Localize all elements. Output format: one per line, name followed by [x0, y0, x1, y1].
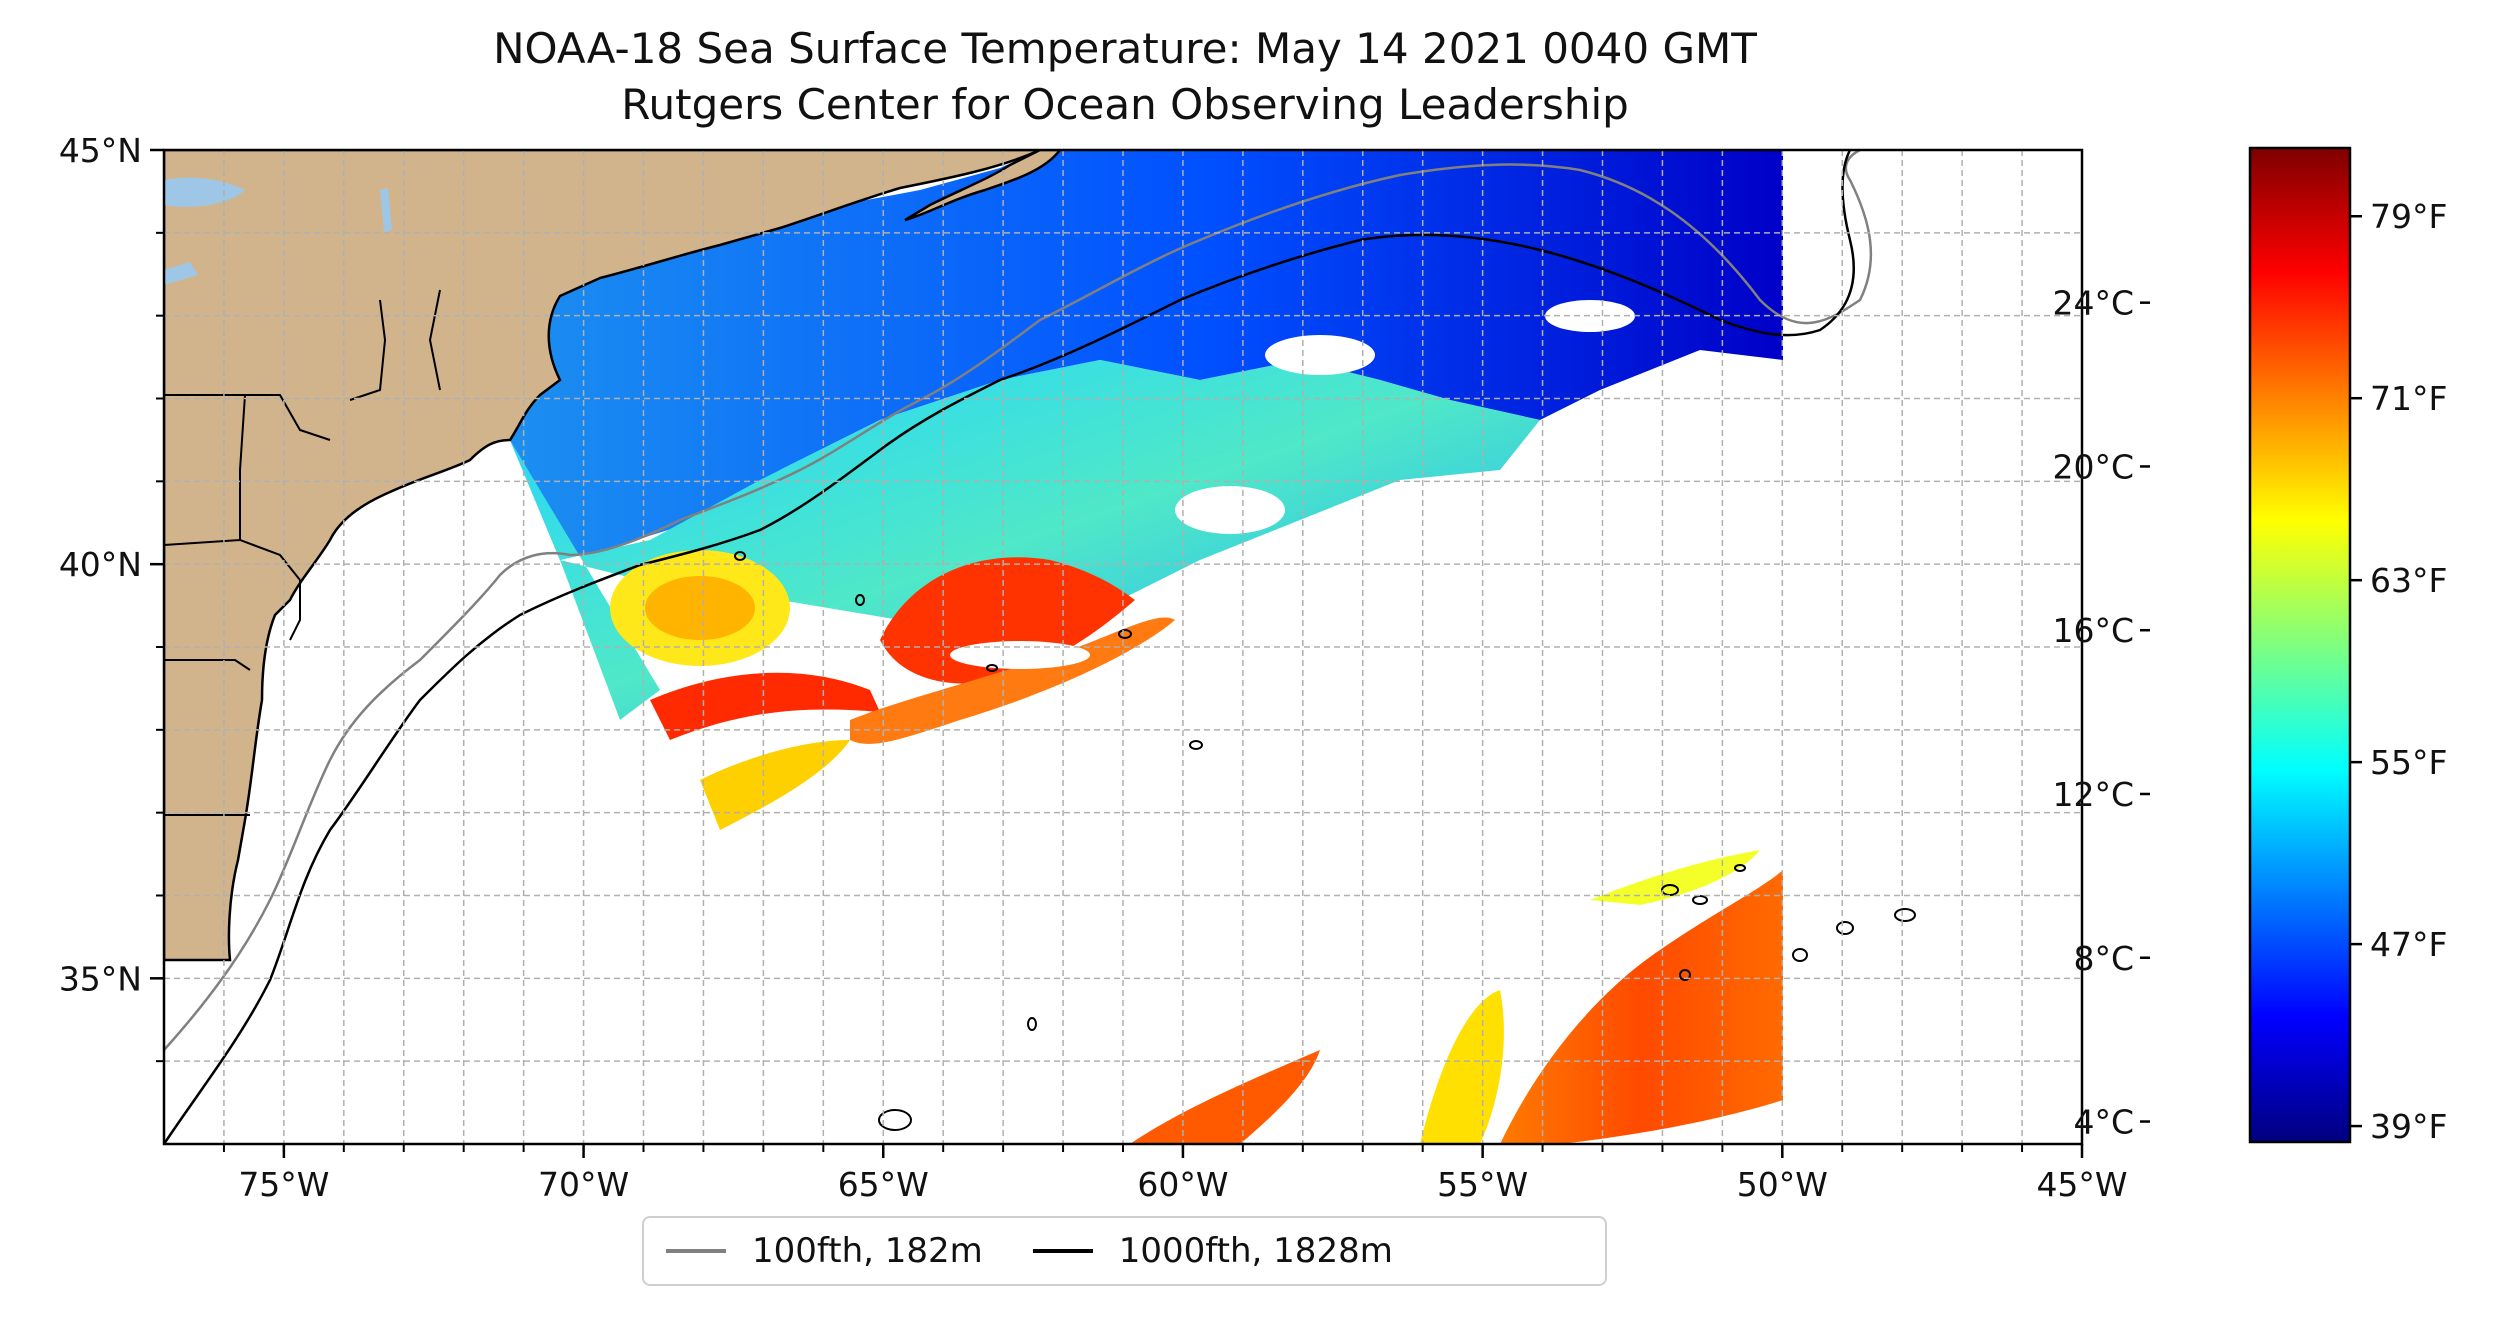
colorbar-f-label: 39°F — [2370, 1107, 2447, 1146]
lat-tick-label: 45°N — [59, 131, 142, 170]
cloud-gap — [1265, 335, 1375, 375]
lon-tick-label: 75°W — [238, 1165, 329, 1204]
colorbar-f-label: 79°F — [2370, 197, 2447, 236]
legend-swatch-1000fth — [1032, 1249, 1093, 1253]
colorbar-f-label: 47°F — [2370, 925, 2447, 964]
graticule — [164, 150, 2082, 1144]
lon-tick-label: 70°W — [538, 1165, 629, 1204]
lon-tick-label: 60°W — [1137, 1165, 1228, 1204]
cloud-gap — [950, 641, 1090, 669]
sst-gulf-stream-band — [650, 672, 880, 740]
colorbar-c-label: 4°C — [2073, 1103, 2134, 1142]
chart-subtitle: Rutgers Center for Ocean Observing Leade… — [621, 80, 1629, 129]
legend-label-1000fth: 1000fth, 1828m — [1118, 1231, 1393, 1271]
cloud-gap — [1175, 486, 1285, 534]
colorbar-c-label: 8°C — [2073, 939, 2134, 978]
isobath-legend: 100fth, 182m 1000fth, 1828m — [642, 1216, 1607, 1286]
sst-warm-south-mid — [1130, 1050, 1320, 1144]
state-borders — [164, 289, 441, 816]
sst-cold-shelf — [510, 150, 1783, 560]
chart-title: NOAA-18 Sea Surface Temperature: May 14 … — [493, 24, 1757, 73]
sst-warm-south-west — [700, 740, 850, 830]
sst-warm-southeast — [1500, 870, 1783, 1144]
axis-ticks: 75°W 70°W 65°W 60°W 55°W 50°W 45°W 45°N 40°N 35°N — [59, 131, 2128, 1204]
colorbar — [2248, 146, 2352, 1144]
legend-item-1000fth: 1000fth, 1828m — [1032, 1231, 1393, 1271]
lon-tick-label: 55°W — [1437, 1165, 1528, 1204]
legend-item-100fth: 100fth, 182m — [666, 1231, 983, 1271]
lake — [380, 188, 392, 232]
colorbar-c-label: 20°C — [2052, 447, 2134, 486]
sst-warm-filament — [850, 617, 1175, 744]
colorbar-f-label: 55°F — [2370, 743, 2447, 782]
legend-swatch-100fth — [666, 1249, 726, 1253]
legend-label-100fth: 100fth, 182m — [752, 1231, 983, 1271]
sst-warm-ring-west-core — [645, 576, 755, 640]
isobath-100fth — [164, 150, 1873, 1051]
lat-tick-label: 40°N — [59, 545, 142, 584]
colorbar-f-label: 63°F — [2370, 561, 2447, 600]
lake — [164, 262, 198, 285]
sst-warm-south-yellow — [1420, 990, 1504, 1144]
lat-tick-label: 35°N — [59, 959, 142, 998]
lon-tick-label: 50°W — [1737, 1165, 1828, 1204]
lake — [164, 177, 245, 207]
sst-warm-southeast-yellow — [1590, 850, 1760, 905]
lon-tick-label: 45°W — [2036, 1165, 2127, 1204]
colorbar-c-label: 16°C — [2052, 611, 2134, 650]
colorbar-c-label: 24°C — [2052, 284, 2134, 323]
colorbar-ticks: 39°F 47°F 55°F 63°F 71°F 79°F 4°C 8°C 12°C 16°C 20… — [2052, 197, 2447, 1146]
colorbar-f-label: 71°F — [2370, 379, 2447, 418]
lon-tick-label: 65°W — [838, 1165, 929, 1204]
sst-slope-water — [510, 360, 1540, 720]
seamount-contours — [734, 551, 1916, 1131]
colorbar-c-label: 12°C — [2052, 775, 2134, 814]
